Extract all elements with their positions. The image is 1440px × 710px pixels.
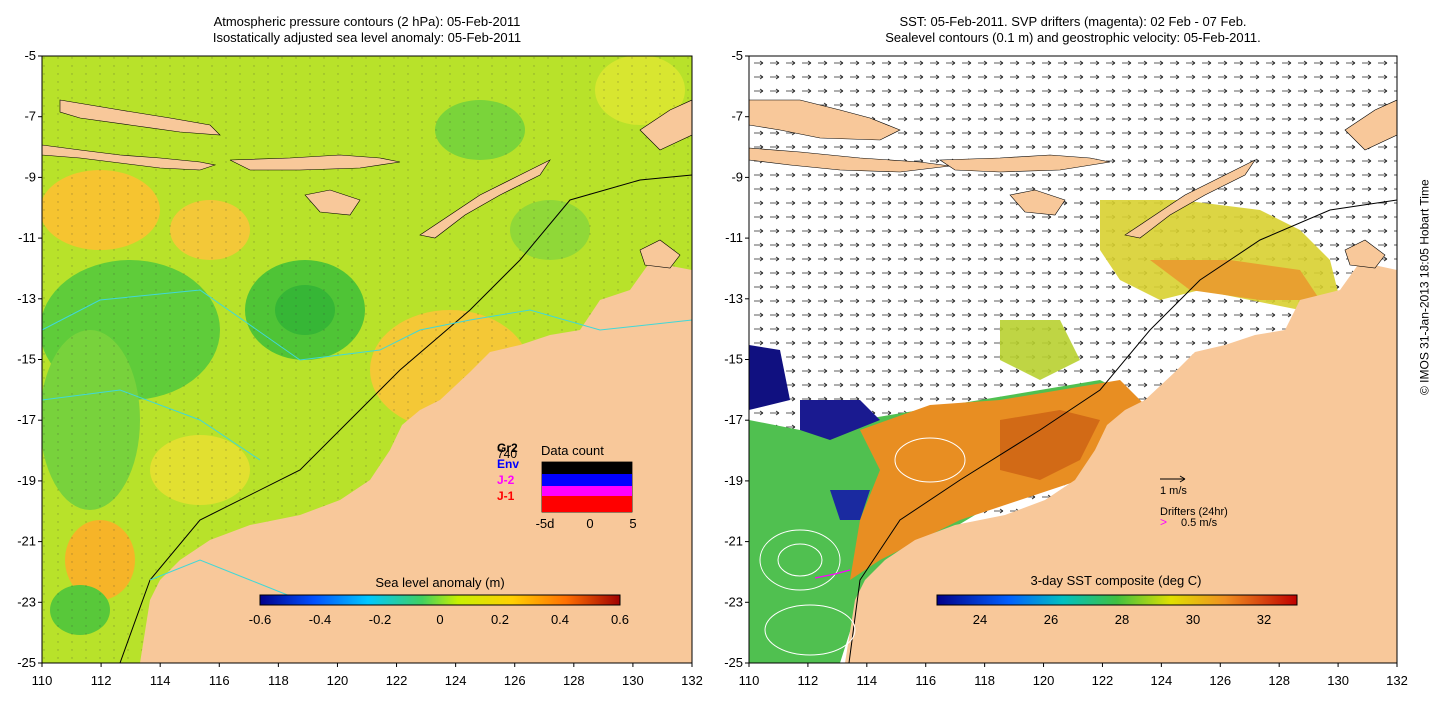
left-lat-tick: -9: [24, 169, 36, 184]
right-lat-tick: -17: [724, 412, 743, 427]
colorbar-tick: 0.2: [491, 612, 509, 627]
colorbar-tick: 0.6: [611, 612, 629, 627]
right-lon-tick: 112: [798, 673, 819, 688]
right-title: SST: 05-Feb-2011. SVP drifters (magenta)…: [749, 14, 1397, 46]
data-count-inset: Data count 740 Gr2 Env J-2 J-1 -5d 0 5: [497, 441, 637, 531]
right-lat-tick: -13: [724, 291, 743, 306]
left-lon-tick: 126: [504, 673, 526, 688]
left-lon-tick: 114: [150, 673, 171, 688]
velocity-legend: 1 m/s Drifters (24hr) > 0.5 m/s: [1160, 475, 1228, 529]
colorbar-tick: -0.4: [309, 612, 331, 627]
colorbar-tick: -0.2: [369, 612, 391, 627]
left-lon-tick: 122: [386, 673, 408, 688]
right-title-line1: SST: 05-Feb-2011. SVP drifters (magenta)…: [899, 14, 1247, 29]
sla-colorbar-label: Sea level anomaly (m): [375, 575, 504, 590]
left-lat-tick: -23: [17, 594, 36, 609]
right-lat-tick: -19: [724, 473, 743, 488]
right-lon-tick: 122: [1092, 673, 1114, 688]
colorbar-tick: 28: [1115, 612, 1129, 627]
colorbar-tick: 26: [1044, 612, 1058, 627]
left-lon-tick: 110: [32, 673, 53, 688]
right-lat-tick: -7: [731, 109, 743, 124]
satellite-label: Env: [497, 457, 519, 471]
right-title-line2: Sealevel contours (0.1 m) and geostrophi…: [885, 30, 1261, 45]
sea-level-anomaly-map: Sea level anomaly (m) -0.6 -0.4 -0.2 0 0.2 0.…: [17, 48, 703, 688]
left-lat-tick: -13: [17, 291, 36, 306]
inset-count-number: 740: [497, 447, 517, 461]
drifters-legend-value: 0.5 m/s: [1181, 517, 1218, 529]
velocity-arrow-icon: [1160, 475, 1186, 483]
inset-x-ticks: -5d 0 5: [536, 516, 637, 531]
inset-x-tick: 5: [629, 516, 636, 531]
right-lon-tick: 118: [974, 673, 995, 688]
satellite-label: Gr2: [497, 441, 518, 455]
left-lon-tick: 124: [445, 673, 467, 688]
colorbar-tick: 24: [973, 612, 987, 627]
right-lat-tick: -15: [724, 352, 743, 367]
left-lon-tick: 120: [327, 673, 349, 688]
right-lon-tick: 116: [915, 673, 936, 688]
left-lat-tick: -15: [17, 352, 36, 367]
right-lat-tick: -25: [724, 655, 743, 670]
right-lon-tick: 120: [1033, 673, 1055, 688]
right-lon-tick: 132: [1386, 673, 1408, 688]
left-title-line2: Isostatically adjusted sea level anomaly…: [212, 30, 522, 45]
left-lon-tick: 118: [268, 673, 289, 688]
left-lon-tick: 132: [681, 673, 703, 688]
left-lat-ticks: -5 -7 -9 -11 -13 -15 -17 -19 -21 -23 -25: [17, 48, 42, 670]
sst-colorbar-ticks: 24 26 28 30 32: [973, 612, 1271, 627]
drifters-legend-symbol: >: [1160, 515, 1167, 529]
left-lat-tick: -5: [24, 48, 36, 63]
left-lon-tick: 128: [563, 673, 585, 688]
satellite-label: J-2: [497, 473, 515, 487]
left-lat-tick: -21: [17, 534, 36, 549]
left-lat-tick: -17: [17, 412, 36, 427]
drifters-legend-title: Drifters (24hr): [1160, 506, 1228, 518]
inset-x-tick: 0: [586, 516, 593, 531]
sla-colorbar: [259, 594, 621, 606]
left-lon-tick: 112: [91, 673, 112, 688]
right-lat-tick: -21: [724, 534, 743, 549]
right-lon-ticks: 110 112 114 116 118 120 122 124 126 128 130 132: [739, 663, 1408, 688]
inset-satellite-labels: Gr2 Env J-2 J-1: [497, 441, 519, 503]
right-lon-tick: 130: [1327, 673, 1349, 688]
sst-colorbar-label: 3-day SST composite (deg C): [1031, 573, 1202, 588]
colorbar-tick: 30: [1186, 612, 1200, 627]
right-lat-tick: -23: [724, 594, 743, 609]
left-lon-tick: 116: [209, 673, 230, 688]
right-lon-tick: 124: [1151, 673, 1173, 688]
right-lat-tick: -11: [725, 230, 743, 245]
colorbar-tick: -0.6: [249, 612, 271, 627]
left-title-line1: Atmospheric pressure contours (2 hPa): 0…: [213, 14, 521, 29]
sst-colorbar: [936, 594, 1298, 606]
left-lat-tick: -25: [17, 655, 36, 670]
right-lon-tick: 110: [739, 673, 760, 688]
inset-x-tick: -5d: [536, 516, 555, 531]
right-lon-tick: 128: [1268, 673, 1290, 688]
left-lat-tick: -11: [18, 230, 36, 245]
imos-credit: © IMOS 31-Jan-2013 18:05 Hobart Time: [1418, 179, 1432, 395]
right-lat-ticks: -5 -7 -9 -11 -13 -15 -17 -19 -21 -23 -25: [724, 48, 749, 670]
left-title: Atmospheric pressure contours (2 hPa): 0…: [42, 14, 692, 46]
velocity-legend-label: 1 m/s: [1160, 485, 1187, 497]
right-lat-tick: -5: [731, 48, 743, 63]
sla-colorbar-ticks: -0.6 -0.4 -0.2 0 0.2 0.4 0.6: [249, 612, 629, 627]
satellite-label: J-1: [497, 489, 515, 503]
right-lon-tick: 126: [1209, 673, 1231, 688]
inset-title: Data count: [541, 443, 604, 458]
right-lat-tick: -9: [731, 169, 743, 184]
left-lat-tick: -19: [17, 473, 36, 488]
colorbar-tick: 32: [1257, 612, 1271, 627]
colorbar-tick: 0.4: [551, 612, 569, 627]
left-lon-tick: 130: [622, 673, 644, 688]
right-lon-tick: 114: [856, 673, 877, 688]
left-lat-tick: -7: [24, 109, 36, 124]
left-lon-ticks: 110 112 114 116 118 120 122 124 126 128 130 132: [32, 663, 703, 688]
colorbar-tick: 0: [436, 612, 443, 627]
